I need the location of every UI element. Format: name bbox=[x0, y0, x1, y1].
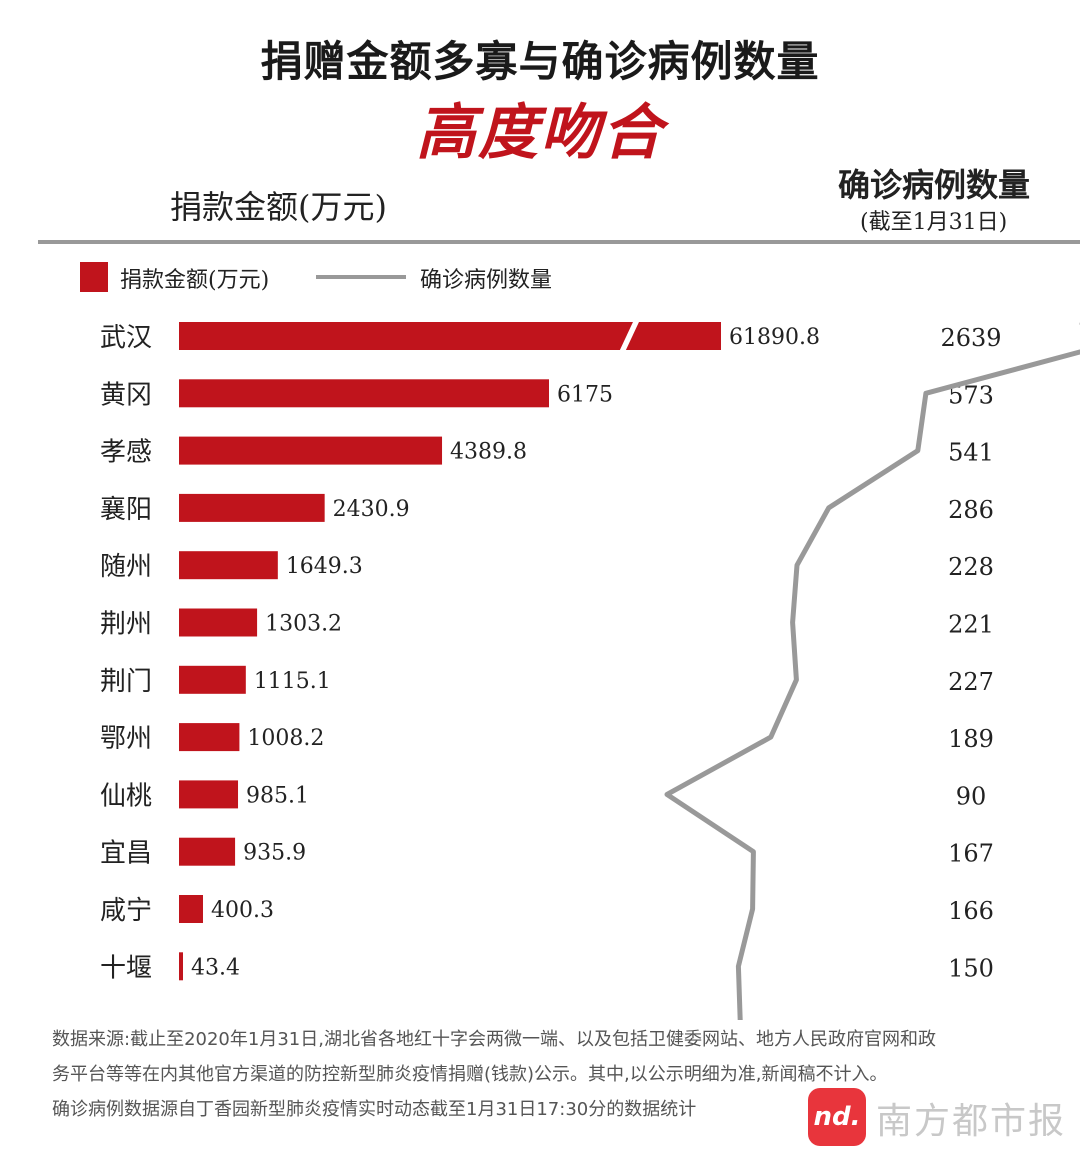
legend-line-swatch bbox=[316, 275, 406, 279]
chart-subtitle: 高度吻合 bbox=[416, 98, 664, 168]
category-label: 襄阳 bbox=[100, 495, 152, 525]
bar bbox=[179, 780, 239, 809]
case-count-label: 166 bbox=[948, 897, 994, 925]
bar bbox=[179, 379, 549, 408]
bar-value-label: 6175 bbox=[557, 382, 613, 407]
bar-value-label: 1115.1 bbox=[254, 669, 331, 694]
header-divider bbox=[38, 240, 1080, 244]
bar bbox=[179, 665, 246, 694]
case-count-label: 90 bbox=[956, 782, 987, 810]
bar bbox=[179, 551, 278, 580]
footer-line: 确诊病例数据源自丁香园新型肺炎疫情实时动态截至1月31日17:30分的数据统计 bbox=[52, 1099, 697, 1120]
bar bbox=[179, 493, 325, 522]
case-count-label: 227 bbox=[948, 668, 994, 696]
case-count-label: 228 bbox=[948, 553, 994, 581]
bar-value-label: 1008.2 bbox=[247, 726, 324, 751]
bar bbox=[179, 608, 258, 637]
category-label: 荆州 bbox=[100, 610, 152, 640]
category-label: 随州 bbox=[100, 552, 152, 582]
case-count-label: 150 bbox=[948, 954, 994, 982]
category-label: 宜昌 bbox=[100, 839, 152, 869]
category-label: 荆门 bbox=[100, 667, 152, 697]
case-count-label: 221 bbox=[948, 611, 994, 639]
chart-title: 捐赠金额多寡与确诊病例数量 bbox=[260, 37, 820, 86]
category-label: 咸宁 bbox=[100, 896, 152, 926]
bar-value-label: 400.3 bbox=[211, 898, 274, 923]
right-axis-title: 确诊病例数量 bbox=[838, 166, 1031, 204]
brand-logo-text: 南方都市报 bbox=[876, 1101, 1067, 1142]
bar-value-label: 61890.8 bbox=[729, 325, 820, 350]
case-count-label: 286 bbox=[948, 496, 994, 524]
axis-break-mark bbox=[619, 321, 640, 351]
bar-value-label: 985.1 bbox=[246, 783, 309, 808]
bar bbox=[179, 322, 721, 350]
right-axis-subtitle: (截至1月31日) bbox=[860, 210, 1008, 235]
bar bbox=[179, 436, 443, 465]
case-count-label: 541 bbox=[948, 439, 994, 467]
bar-value-label: 4389.8 bbox=[450, 440, 527, 465]
bar-value-label: 43.4 bbox=[191, 955, 240, 980]
bar-value-label: 1649.3 bbox=[286, 554, 363, 579]
category-label: 黄冈 bbox=[100, 380, 152, 410]
category-label: 鄂州 bbox=[100, 724, 152, 754]
category-label: 仙桃 bbox=[100, 781, 152, 811]
case-count-label: 2639 bbox=[940, 324, 1001, 352]
bar-value-label: 935.9 bbox=[243, 841, 306, 866]
bar bbox=[179, 723, 240, 752]
case-count-label: 189 bbox=[948, 725, 994, 753]
category-label: 孝感 bbox=[100, 438, 152, 468]
footer-line: 数据来源:截止至2020年1月31日,湖北省各地红十字会两微一端、以及包括卫健委… bbox=[52, 1029, 936, 1050]
category-label: 十堰 bbox=[100, 953, 152, 983]
bar-value-label: 1303.2 bbox=[265, 612, 342, 637]
bar bbox=[179, 952, 183, 981]
left-axis-title: 捐款金额(万元) bbox=[170, 188, 387, 226]
footer-source: 数据来源:截止至2020年1月31日,湖北省各地红十字会两微一端、以及包括卫健委… bbox=[52, 1022, 936, 1127]
legend-line-label: 确诊病例数量 bbox=[420, 268, 553, 293]
legend-bar-label: 捐款金额(万元) bbox=[120, 268, 270, 293]
brand-logo-icon: nd. bbox=[808, 1088, 866, 1146]
legend-bar-swatch bbox=[80, 262, 108, 292]
footer-line: 务平台等等在内其他官方渠道的防控新型肺炎疫情捐赠(钱款)公示。其中,以公示明细为… bbox=[52, 1064, 888, 1085]
bar bbox=[179, 837, 236, 866]
category-label: 武汉 bbox=[100, 323, 152, 353]
case-count-label: 167 bbox=[948, 840, 994, 868]
bar-value-label: 2430.9 bbox=[333, 497, 410, 522]
case-count-line bbox=[664, 322, 1080, 1020]
bar bbox=[179, 895, 203, 923]
